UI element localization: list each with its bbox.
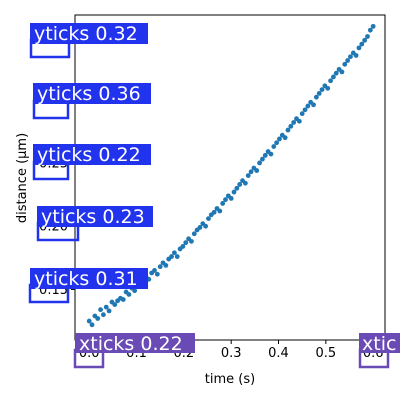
data-point — [333, 70, 339, 76]
data-point — [282, 135, 288, 141]
data-point — [299, 111, 305, 117]
x-tick-label: 0.5 — [315, 346, 336, 361]
annotation-label-bg — [30, 23, 148, 44]
data-point — [331, 74, 336, 80]
data-point — [120, 297, 126, 302]
data-point — [163, 262, 169, 268]
annotation-label-bg — [75, 333, 195, 353]
data-point — [359, 41, 365, 47]
plot-area — [74, 14, 386, 341]
data-point — [157, 264, 163, 270]
x-tick-label: 0.3 — [221, 346, 242, 361]
data-point — [180, 244, 186, 249]
data-point — [231, 189, 237, 195]
data-point — [101, 312, 106, 318]
annotation-label: yticks 0.32 — [34, 23, 138, 45]
data-point — [367, 27, 373, 33]
data-point — [345, 58, 351, 63]
data-point — [313, 94, 319, 100]
data-point — [260, 156, 265, 162]
data-point — [285, 127, 291, 133]
data-point — [132, 288, 138, 294]
data-point — [254, 168, 260, 173]
data-point — [271, 144, 277, 149]
data-point — [174, 254, 180, 259]
data-point — [365, 34, 370, 39]
data-point — [223, 197, 228, 203]
data-point — [217, 208, 223, 214]
data-point — [339, 69, 345, 75]
data-point — [171, 250, 177, 256]
annotation-label-bg — [33, 144, 151, 165]
data-point — [206, 216, 211, 222]
annotation-label: yticks 0.31 — [34, 268, 138, 290]
data-point — [288, 123, 294, 129]
data-point — [189, 238, 194, 244]
data-point — [362, 37, 368, 43]
annotation-label: yticks 0.36 — [37, 83, 141, 105]
data-point — [237, 182, 243, 187]
data-point — [319, 87, 325, 93]
data-point — [154, 271, 160, 277]
data-point — [370, 23, 376, 29]
x-axis-label: time (s) — [205, 372, 255, 387]
data-point — [191, 231, 197, 237]
data-point — [103, 304, 109, 310]
data-point — [98, 307, 103, 313]
data-points — [86, 23, 376, 328]
annotation-label-bg — [359, 333, 400, 353]
data-point — [228, 195, 234, 201]
data-point — [245, 173, 251, 179]
data-point — [112, 302, 118, 307]
data-point — [311, 102, 316, 108]
x-tick-label: 0.4 — [268, 346, 289, 361]
data-point — [348, 54, 353, 60]
data-point — [302, 107, 308, 113]
data-point — [211, 209, 217, 215]
data-point — [356, 45, 362, 51]
annotation-label: xticks 0.22 — [79, 333, 183, 355]
data-point — [316, 91, 322, 96]
data-point — [106, 308, 112, 314]
data-point — [305, 103, 311, 109]
data-point — [277, 136, 282, 142]
data-point — [89, 322, 95, 328]
data-point — [342, 61, 348, 67]
data-point — [242, 180, 248, 186]
data-point — [328, 78, 333, 84]
annotation-label-bg — [33, 83, 151, 104]
annotation-label: xtic — [362, 333, 396, 355]
y-axis-label: distance (µm) — [15, 133, 30, 223]
data-point — [325, 85, 331, 91]
data-point — [248, 169, 254, 175]
data-point — [296, 118, 302, 124]
data-point — [234, 185, 240, 191]
data-point — [268, 151, 274, 157]
annotation-label: yticks 0.22 — [37, 144, 141, 166]
data-point — [291, 120, 297, 125]
annotation-label-bg — [37, 206, 153, 227]
data-point — [86, 318, 92, 324]
data-point — [126, 292, 132, 297]
annotation-label: yticks 0.23 — [41, 206, 145, 228]
data-point — [152, 268, 157, 273]
annotation-label-bg — [30, 268, 148, 289]
data-point — [257, 160, 262, 166]
data-point — [197, 225, 203, 230]
data-point — [183, 240, 189, 246]
data-point — [262, 152, 268, 158]
data-point — [353, 53, 359, 58]
data-point — [95, 316, 101, 321]
data-point — [169, 254, 174, 259]
data-point — [220, 201, 226, 206]
detection-annotations: yticks 0.32 yticks 0.36 yticks 0.22 yticks … — [28, 23, 400, 369]
data-point — [274, 140, 280, 146]
data-point — [203, 223, 209, 229]
